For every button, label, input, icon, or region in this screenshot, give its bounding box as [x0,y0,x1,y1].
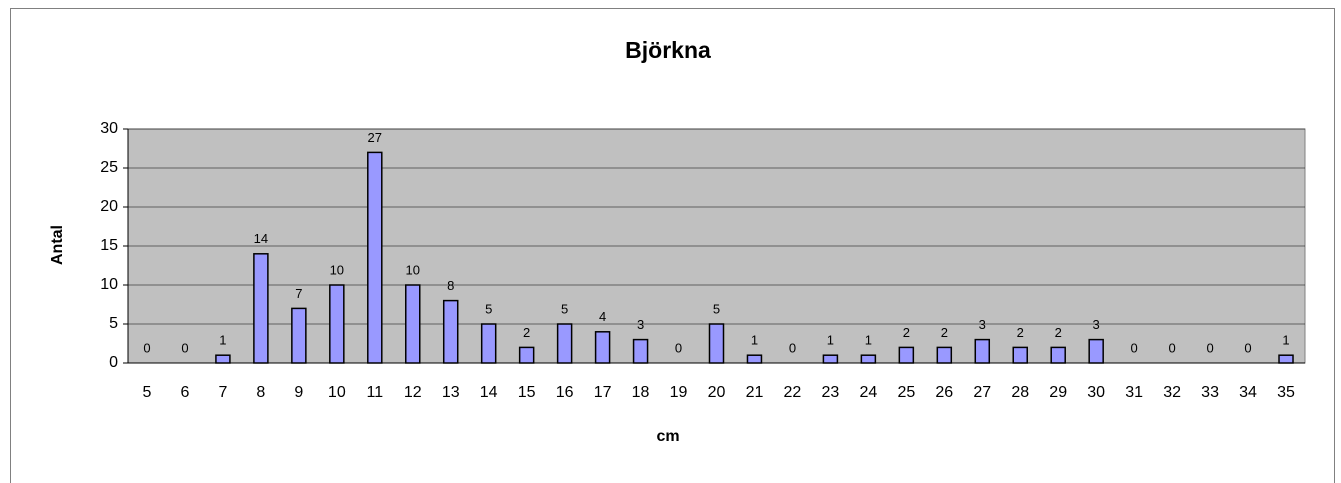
data-label: 0 [1206,340,1213,355]
bar [367,151,383,364]
data-label: 1 [219,333,226,348]
data-label: 2 [903,325,910,340]
data-label: 8 [447,278,454,293]
bar [253,253,269,364]
data-label: 10 [406,262,420,277]
data-label: 0 [789,340,796,355]
x-tick-label: 24 [859,384,877,401]
data-label: 0 [1168,340,1175,355]
x-tick-label: 35 [1277,384,1295,401]
bar [594,331,611,364]
bar [291,307,307,364]
bar [556,323,573,364]
data-label: 0 [1244,340,1251,355]
x-tick-label: 13 [442,384,460,401]
x-tick-label: 12 [404,384,422,401]
data-label: 0 [143,340,150,355]
x-tick-label: 11 [366,384,383,401]
x-tick-label: 18 [632,384,650,401]
y-tick-label: 30 [100,120,118,137]
bar [632,338,649,364]
bar [405,284,421,364]
y-axis-label: Antal [49,225,66,265]
bar [442,299,459,364]
data-label: 5 [561,301,568,316]
bar [1088,338,1104,364]
x-tick-label: 31 [1125,384,1143,401]
bar [974,338,991,364]
y-tick-label: 20 [100,198,118,215]
bar [329,284,345,364]
data-label: 0 [1131,340,1138,355]
x-tick-label: 26 [935,384,953,401]
data-label: 1 [1282,333,1289,348]
x-tick-label: 16 [556,384,574,401]
x-tick-label: 20 [708,384,726,401]
data-label: 7 [295,286,302,301]
x-axis-label: cm [656,428,679,445]
x-tick-label: 23 [822,384,840,401]
y-tick-label: 10 [100,276,118,293]
x-tick-label: 30 [1087,384,1105,401]
data-label: 0 [675,340,682,355]
y-tick-label: 15 [100,237,118,254]
chart-title: Björkna [625,37,711,63]
data-label: 3 [979,317,986,332]
data-label: 10 [330,262,344,277]
bar [1050,346,1066,364]
data-label: 1 [865,333,872,348]
data-label: 5 [713,301,720,316]
data-label: 3 [1093,317,1100,332]
x-tick-label: 32 [1163,384,1181,401]
data-label: 1 [827,333,834,348]
bar [1278,354,1294,364]
y-tick-label: 25 [100,159,118,176]
x-tick-label: 22 [784,384,802,401]
data-label: 1 [751,333,758,348]
bar [822,354,839,364]
bar [860,354,877,364]
x-tick-label: 28 [1011,384,1029,401]
x-tick-label: 34 [1239,384,1257,401]
data-label: 2 [523,325,530,340]
y-tick-label: 5 [109,315,118,332]
data-label: 2 [941,325,948,340]
bar [518,346,535,364]
x-tick-label: 8 [256,384,265,401]
bar [1012,346,1028,364]
x-tick-label: 27 [973,384,991,401]
data-label: 27 [368,130,382,145]
x-tick-label: 19 [670,384,688,401]
bar [746,354,763,364]
bar [215,354,231,364]
x-tick-label: 6 [180,384,189,401]
x-tick-label: 17 [594,384,612,401]
data-label: 2 [1017,325,1024,340]
data-label: 2 [1055,325,1062,340]
x-tick-label: 14 [480,384,498,401]
x-tick-label: 9 [294,384,303,401]
data-label: 3 [637,317,644,332]
x-tick-label: 7 [218,384,227,401]
bar [898,346,915,364]
bar [708,323,725,364]
data-label: 14 [254,231,268,246]
bar [480,323,497,364]
bar [936,346,953,364]
x-tick-label: 15 [518,384,536,401]
data-label: 4 [599,309,606,324]
y-tick-label: 0 [109,354,118,371]
x-tick-label: 10 [328,384,346,401]
x-tick-label: 33 [1201,384,1219,401]
data-label: 0 [181,340,188,355]
data-label: 5 [485,301,492,316]
x-tick-label: 21 [746,384,764,401]
x-tick-label: 5 [143,384,152,401]
x-tick-label: 25 [897,384,915,401]
x-tick-label: 29 [1049,384,1067,401]
